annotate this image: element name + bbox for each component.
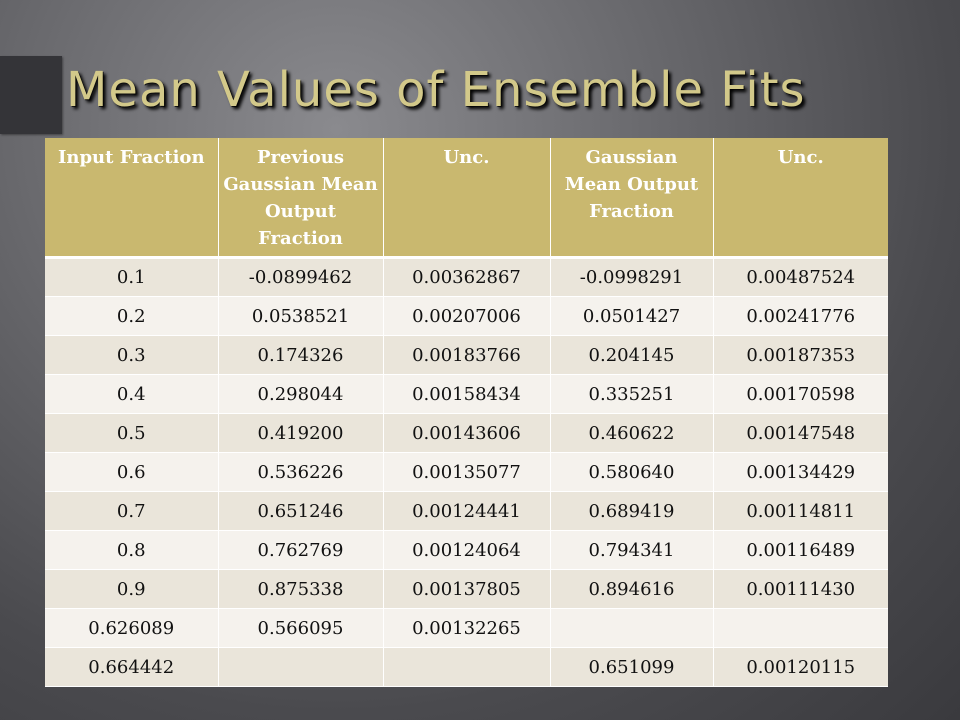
cell-input-fraction: 0.3	[45, 335, 219, 375]
cell-gaussian-mean	[550, 608, 714, 648]
cell-gaussian-unc: 0.00147548	[713, 413, 888, 453]
cell-previous-mean: 0.536226	[218, 452, 384, 492]
cell-input-fraction: 0.9	[45, 569, 219, 609]
cell-gaussian-unc: 0.00487524	[713, 257, 888, 297]
cell-gaussian-unc: 0.00241776	[713, 296, 888, 336]
header-input-fraction: Input Fraction	[45, 138, 219, 259]
cell-previous-unc: 0.00124441	[383, 491, 551, 531]
cell-previous-mean: 0.298044	[218, 374, 384, 414]
cell-input-fraction: 0.6	[45, 452, 219, 492]
table-row: 0.626089 0.566095 0.00132265	[45, 608, 888, 648]
cell-gaussian-unc: 0.00134429	[713, 452, 888, 492]
cell-input-fraction: 0.8	[45, 530, 219, 570]
cell-previous-mean: 0.0538521	[218, 296, 384, 336]
slide-title: Mean Values of Ensemble Fits	[66, 62, 806, 118]
cell-previous-mean: 0.419200	[218, 413, 384, 453]
cell-gaussian-unc	[713, 608, 888, 648]
cell-previous-unc: 0.00135077	[383, 452, 551, 492]
cell-gaussian-mean: 0.460622	[550, 413, 714, 453]
cell-input-fraction: 0.4	[45, 374, 219, 414]
header-previous-unc: Unc.	[383, 138, 551, 259]
header-gaussian-mean: Gaussian Mean Output Fraction	[550, 138, 714, 259]
title-accent-bar	[0, 56, 62, 134]
cell-previous-mean: -0.0899462	[218, 257, 384, 297]
table-row: 0.9 0.875338 0.00137805 0.894616 0.00111…	[45, 569, 888, 609]
cell-gaussian-unc: 0.00170598	[713, 374, 888, 414]
cell-previous-unc: 0.00362867	[383, 257, 551, 297]
table-row: 0.1 -0.0899462 0.00362867 -0.0998291 0.0…	[45, 257, 888, 297]
cell-gaussian-mean: 0.651099	[550, 647, 714, 687]
cell-previous-mean: 0.875338	[218, 569, 384, 609]
table-row: 0.6 0.536226 0.00135077 0.580640 0.00134…	[45, 452, 888, 492]
cell-previous-unc: 0.00137805	[383, 569, 551, 609]
cell-input-fraction: 0.1	[45, 257, 219, 297]
table-row: 0.2 0.0538521 0.00207006 0.0501427 0.002…	[45, 296, 888, 336]
cell-gaussian-mean: 0.335251	[550, 374, 714, 414]
cell-gaussian-unc: 0.00187353	[713, 335, 888, 375]
cell-previous-mean	[218, 647, 384, 687]
cell-previous-unc: 0.00183766	[383, 335, 551, 375]
table-row: 0.8 0.762769 0.00124064 0.794341 0.00116…	[45, 530, 888, 570]
table-row: 0.7 0.651246 0.00124441 0.689419 0.00114…	[45, 491, 888, 531]
header-previous-gaussian-mean: Previous Gaussian Mean Output Fraction	[218, 138, 384, 259]
cell-gaussian-unc: 0.00111430	[713, 569, 888, 609]
ensemble-fits-table: Input Fraction Previous Gaussian Mean Ou…	[45, 138, 888, 687]
cell-gaussian-unc: 0.00120115	[713, 647, 888, 687]
cell-previous-unc: 0.00158434	[383, 374, 551, 414]
cell-gaussian-mean: 0.894616	[550, 569, 714, 609]
cell-input-fraction: 0.626089	[45, 608, 219, 648]
cell-previous-mean: 0.762769	[218, 530, 384, 570]
cell-previous-mean: 0.174326	[218, 335, 384, 375]
table-row: 0.5 0.419200 0.00143606 0.460622 0.00147…	[45, 413, 888, 453]
cell-gaussian-unc: 0.00116489	[713, 530, 888, 570]
cell-gaussian-mean: 0.580640	[550, 452, 714, 492]
cell-gaussian-mean: -0.0998291	[550, 257, 714, 297]
cell-previous-mean: 0.566095	[218, 608, 384, 648]
cell-gaussian-mean: 0.794341	[550, 530, 714, 570]
table-row: 0.4 0.298044 0.00158434 0.335251 0.00170…	[45, 374, 888, 414]
cell-previous-mean: 0.651246	[218, 491, 384, 531]
cell-previous-unc: 0.00132265	[383, 608, 551, 648]
cell-input-fraction: 0.5	[45, 413, 219, 453]
cell-input-fraction: 0.2	[45, 296, 219, 336]
table-header-row: Input Fraction Previous Gaussian Mean Ou…	[45, 138, 888, 259]
cell-previous-unc: 0.00207006	[383, 296, 551, 336]
table-row: 0.3 0.174326 0.00183766 0.204145 0.00187…	[45, 335, 888, 375]
header-gaussian-unc: Unc.	[713, 138, 888, 259]
cell-gaussian-unc: 0.00114811	[713, 491, 888, 531]
cell-input-fraction: 0.664442	[45, 647, 219, 687]
table-row: 0.664442 0.651099 0.00120115	[45, 647, 888, 687]
cell-gaussian-mean: 0.689419	[550, 491, 714, 531]
cell-previous-unc: 0.00143606	[383, 413, 551, 453]
cell-previous-unc: 0.00124064	[383, 530, 551, 570]
cell-gaussian-mean: 0.204145	[550, 335, 714, 375]
cell-gaussian-mean: 0.0501427	[550, 296, 714, 336]
cell-input-fraction: 0.7	[45, 491, 219, 531]
results-table-container: Input Fraction Previous Gaussian Mean Ou…	[45, 138, 888, 687]
cell-previous-unc	[383, 647, 551, 687]
